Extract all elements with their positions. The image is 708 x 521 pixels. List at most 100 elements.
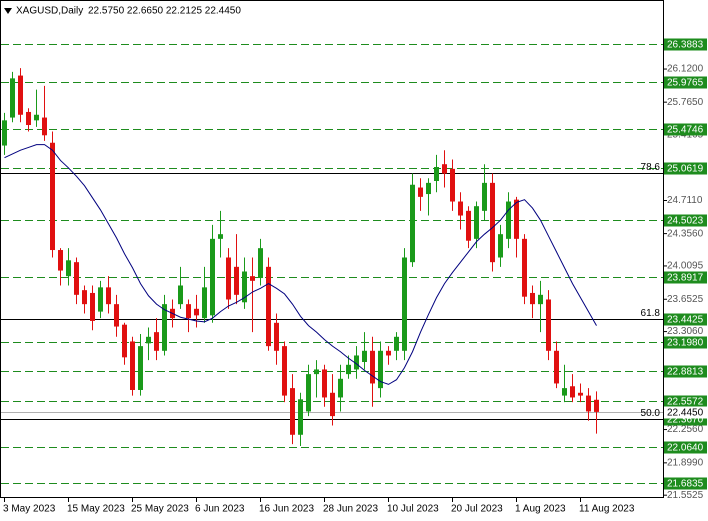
candle-body (458, 201, 463, 216)
y-tick-label: 25.7650 (667, 97, 704, 108)
candle-body (546, 299, 551, 351)
level-label: 23.8917 (667, 273, 704, 284)
level-label-box (664, 76, 707, 89)
collapse-icon (4, 8, 12, 14)
candle-body (290, 388, 295, 435)
y-tick-label: 24.7110 (667, 195, 703, 206)
level-label-box (664, 38, 707, 51)
candle-body (122, 324, 127, 358)
level-label: 25.4746 (667, 125, 704, 136)
candle-body (250, 276, 255, 281)
candle-body (474, 206, 479, 239)
candle-body (34, 114, 39, 121)
candle-body (106, 287, 111, 305)
candle-body (362, 350, 367, 362)
candle-body (186, 304, 191, 319)
candle-body (258, 248, 263, 279)
candle-body (466, 210, 471, 241)
level-label: 26.3883 (667, 40, 704, 51)
candle-body (314, 369, 319, 375)
level-label-box (664, 365, 707, 378)
candle-body (322, 369, 327, 398)
candle-body (226, 257, 231, 300)
level-label: 22.0640 (667, 443, 704, 454)
level-label: 22.3670 (667, 415, 704, 426)
level-label: 21.6835 (667, 479, 704, 490)
candle-body (266, 266, 271, 347)
x-tick-label: 1 Aug 2023 (515, 504, 566, 515)
level-label: 25.9765 (667, 78, 704, 89)
candle-body (498, 234, 503, 258)
candle-body (82, 290, 87, 305)
plot-frame (0, 0, 664, 498)
x-tick-label: 15 May 2023 (67, 504, 125, 515)
level-label-box (664, 162, 707, 175)
candle-body (282, 346, 287, 396)
level-label-box (664, 441, 707, 454)
candle-body (562, 388, 567, 396)
candle-body (578, 392, 583, 396)
x-tick-label: 6 Jun 2023 (195, 504, 245, 515)
candle-body (162, 304, 167, 351)
candle-body (50, 142, 55, 251)
x-tick-label: 25 May 2023 (131, 504, 189, 515)
y-tick-label: 23.6525 (667, 294, 704, 305)
chart-title: XAGUSD,Daily (16, 6, 83, 17)
candle-body (402, 257, 407, 351)
candle-body (410, 184, 415, 263)
candle-body (66, 260, 71, 277)
candle-body (90, 292, 95, 321)
candle-body (194, 308, 199, 316)
y-tick-label: 22.2560 (667, 424, 704, 435)
candle-body (98, 287, 103, 312)
x-tick-label: 28 Jun 2023 (323, 504, 378, 515)
candle-body (146, 336, 151, 344)
level-label: 22.8813 (667, 367, 704, 378)
price-label: 22.4450 (667, 408, 704, 419)
candle-body (482, 182, 487, 211)
candle-body (26, 111, 31, 126)
y-tick-label: 26.1200 (667, 64, 704, 75)
candle-body (330, 392, 335, 417)
level-label-box (664, 336, 707, 349)
level-label: 22.5572 (667, 397, 704, 408)
candle-body (18, 75, 23, 115)
candle-body (506, 201, 511, 239)
candle-body (378, 350, 383, 389)
y-tick-label: 21.8990 (667, 457, 704, 468)
level-label: 25.0619 (667, 164, 704, 175)
candle-body (354, 355, 359, 370)
level-label-box (664, 477, 707, 490)
candle-body (58, 250, 63, 271)
level-label-box (664, 214, 707, 227)
level-label-box (664, 271, 707, 284)
candle-body (554, 350, 559, 384)
candle-body (530, 292, 535, 305)
level-label-box (664, 313, 707, 326)
candle-body (298, 399, 303, 435)
x-tick-label: 11 Aug 2023 (579, 504, 635, 515)
candle-body (2, 120, 7, 146)
candle-body (218, 234, 223, 239)
y-tick-label: 24.3560 (667, 228, 704, 239)
candle-body (138, 346, 143, 390)
level-label-box (664, 123, 707, 136)
x-tick-label: 16 Jun 2023 (259, 504, 314, 515)
level-label: 24.5023 (667, 216, 704, 227)
candle-body (570, 386, 575, 398)
candle-body (538, 294, 543, 305)
candle-body (234, 266, 239, 295)
level-label: 23.1980 (667, 338, 704, 349)
candle-body (130, 341, 135, 390)
candle-body (418, 187, 423, 197)
candle-body (74, 262, 79, 295)
candle-body (154, 332, 159, 351)
candle-body (450, 168, 455, 202)
candle-body (306, 374, 311, 412)
candle-body (114, 304, 119, 327)
candle-body (202, 287, 207, 319)
candle-body (434, 167, 439, 181)
candle-body (274, 322, 279, 351)
